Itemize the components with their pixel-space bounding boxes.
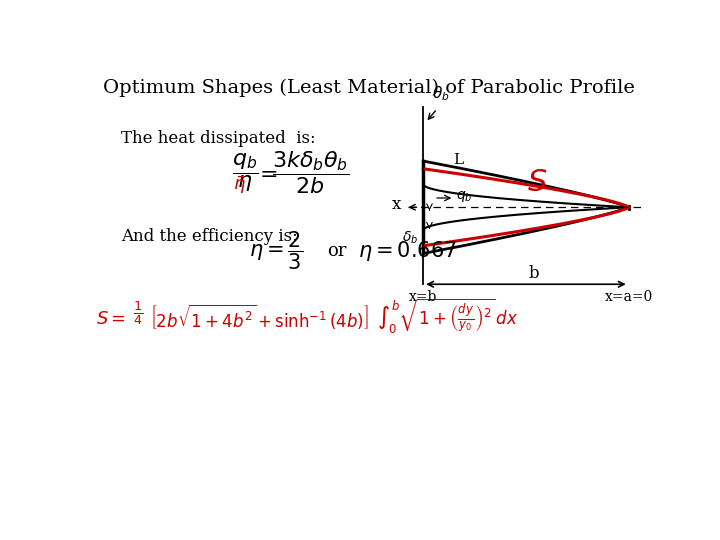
Text: $\frac{1}{4}$: $\frac{1}{4}$ bbox=[132, 299, 143, 327]
Text: And the efficiency is:: And the efficiency is: bbox=[121, 228, 298, 245]
Text: $\dfrac{3k\delta_b\theta_b}{2b}$: $\dfrac{3k\delta_b\theta_b}{2b}$ bbox=[272, 150, 349, 196]
Text: $\eta = 0.667$: $\eta = 0.667$ bbox=[359, 239, 457, 263]
Text: $\theta_b$: $\theta_b$ bbox=[431, 85, 449, 103]
Text: $\mathit{S}$: $\mathit{S}$ bbox=[527, 167, 547, 198]
Text: $\left[2b\sqrt{1+4b^2}+\sinh^{-1}(4b)\right]$: $\left[2b\sqrt{1+4b^2}+\sinh^{-1}(4b)\ri… bbox=[150, 302, 369, 331]
Text: $q_b$: $q_b$ bbox=[456, 189, 472, 204]
Text: $\delta_b$: $\delta_b$ bbox=[402, 230, 418, 246]
Text: The heat dissipated  is:: The heat dissipated is: bbox=[121, 130, 315, 147]
Text: b: b bbox=[528, 265, 539, 282]
Text: or: or bbox=[327, 242, 346, 260]
Text: Optimum Shapes (Least Material) of Parabolic Profile: Optimum Shapes (Least Material) of Parab… bbox=[103, 79, 635, 97]
Text: $\dfrac{q_b}{\eta}$: $\dfrac{q_b}{\eta}$ bbox=[232, 151, 258, 194]
Text: $\eta = \dfrac{2}{3}$: $\eta = \dfrac{2}{3}$ bbox=[249, 230, 303, 272]
Text: L: L bbox=[453, 152, 463, 166]
Text: $\int_0^b\sqrt{1+\left(\frac{dy}{y_0}\right)^{2}}\,dx$: $\int_0^b\sqrt{1+\left(\frac{dy}{y_0}\ri… bbox=[377, 297, 518, 336]
Text: x: x bbox=[392, 197, 402, 213]
Text: $=$: $=$ bbox=[256, 161, 278, 184]
Text: x=a=0: x=a=0 bbox=[605, 291, 653, 305]
Text: $S=$: $S=$ bbox=[96, 310, 126, 328]
Text: x=b: x=b bbox=[409, 291, 438, 305]
Text: $\bar{\eta}$: $\bar{\eta}$ bbox=[233, 174, 246, 195]
